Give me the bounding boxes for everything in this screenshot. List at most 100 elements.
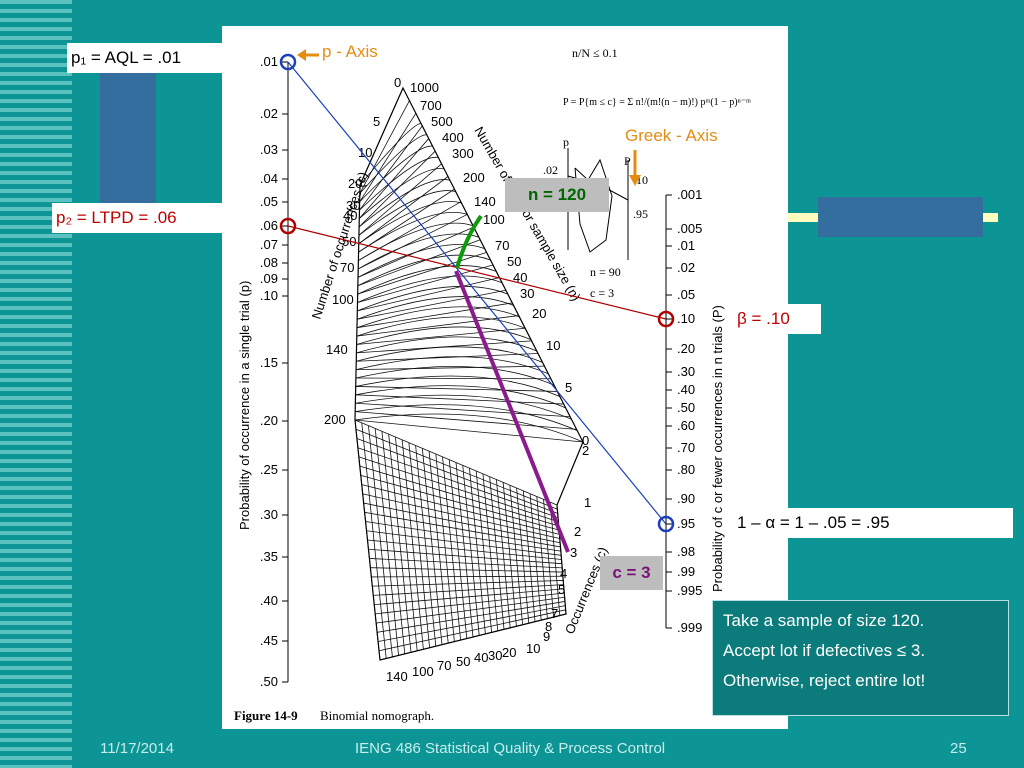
beta-label: β = .10	[733, 304, 821, 334]
alpha-label: 1 – α = 1 – .05 = .95	[733, 508, 1013, 538]
left-axis: .01 .02 .03 .04 .05 .06 .07 .08.09 .10 .15 .20 .25.…	[260, 54, 289, 689]
left-tick-label: .04	[260, 171, 278, 186]
curve-number-label: 700	[420, 98, 442, 113]
ltpd-label: p₂ = LTPD = .06	[52, 203, 228, 233]
svg-text:P: P	[624, 154, 631, 168]
left-tick-label: .45	[260, 633, 278, 648]
curve-number-label: 40	[513, 270, 527, 285]
left-tick-label: .08	[260, 255, 278, 270]
left-tick-label: .01	[260, 54, 278, 69]
curve-number-label: 4	[560, 566, 567, 581]
curve-number-label: 200	[324, 412, 346, 427]
right-tick-label: .30	[677, 364, 695, 379]
curve-number-label: 5	[373, 114, 380, 129]
right-tick-label: .20	[677, 341, 695, 356]
curve-number-label: 5	[558, 582, 565, 597]
n-120-curve	[455, 214, 483, 269]
left-tick-label: .09	[260, 271, 278, 286]
right-tick-label: .005	[677, 221, 702, 236]
right-tick-label: .02	[677, 260, 695, 275]
curve-number-label: 5	[565, 380, 572, 395]
right-axis-title: Probability of c or fewer occurrences in…	[710, 305, 725, 592]
curve-number-label: 140	[474, 194, 496, 209]
curve-number-label: 30	[346, 198, 360, 213]
footer-date: 11/17/2014	[100, 740, 174, 757]
conclusion-line-3: Otherwise, reject entire lot!	[723, 671, 926, 690]
right-tick-label: .98	[677, 544, 695, 559]
curve-number-label: 10	[546, 338, 560, 353]
c-3-line	[454, 270, 570, 553]
curve-number-label: 400	[442, 130, 464, 145]
left-tick-label: .02	[260, 106, 278, 121]
beta-point-marker	[657, 310, 675, 328]
left-tick-label: .10	[260, 288, 278, 303]
left-tick-label: .15	[260, 355, 278, 370]
right-tick-label: .10	[677, 311, 695, 326]
left-tick-label: .40	[260, 593, 278, 608]
right-tick-label: .001	[677, 187, 702, 202]
footer-page-number: 25	[950, 740, 967, 757]
decorative-stripes	[0, 0, 72, 768]
c-value-box: c = 3	[600, 556, 663, 590]
left-tick-label: .25	[260, 462, 278, 477]
left-tick-label: .07	[260, 237, 278, 252]
left-tick-label: .05	[260, 194, 278, 209]
svg-text:p: p	[563, 135, 569, 149]
p-axis-label: p - Axis	[322, 42, 378, 61]
nomograph-grid	[354, 86, 584, 661]
curve-number-label: 1	[584, 495, 591, 510]
curve-number-label: 140	[326, 342, 348, 357]
left-tick-label: .03	[260, 142, 278, 157]
curve-number-label: 300	[452, 146, 474, 161]
curve-number-label: 0	[582, 433, 589, 448]
curve-number-label: 10	[526, 641, 540, 656]
curve-number-label: 3	[570, 545, 577, 560]
curve-number-label: 140	[386, 669, 408, 684]
curve-number-label: 8	[545, 619, 552, 634]
curve-number-label: 2	[574, 524, 581, 539]
curve-number-label: 70	[340, 260, 354, 275]
alpha-point-marker	[657, 515, 675, 533]
figure-caption-text: Binomial nomograph.	[320, 708, 434, 723]
conclusion-box: Take a sample of size 120. Accept lot if…	[712, 600, 1009, 716]
footer-title: IENG 486 Statistical Quality & Process C…	[355, 740, 666, 757]
left-tick-label: .20	[260, 413, 278, 428]
right-tick-label: .999	[677, 620, 702, 635]
p-axis-arrow-icon	[297, 49, 319, 61]
aql-point-marker	[279, 53, 297, 71]
curve-labels: 1000700500400300200140100705040302010520…	[324, 75, 591, 684]
left-tick-label: .06	[260, 218, 278, 233]
right-tick-label: .90	[677, 491, 695, 506]
inset-diagram: p P .02 .10 .95 n = 90 c = 3	[543, 135, 648, 300]
svg-text:.95: .95	[633, 207, 648, 221]
left-tick-label: .35	[260, 549, 278, 564]
conclusion-line-1: Take a sample of size 120.	[723, 611, 925, 630]
ltpd-beta-line	[287, 225, 667, 320]
left-axis-title: Probability of occurrence in a single tr…	[237, 281, 252, 530]
right-tick-label: .40	[677, 382, 695, 397]
right-tick-label: .70	[677, 440, 695, 455]
curve-number-label: 30	[520, 286, 534, 301]
curve-number-label: 0	[394, 75, 401, 90]
curve-number-label: 200	[463, 170, 485, 185]
right-tick-label: .95	[677, 516, 695, 531]
curve-number-label: 30	[488, 648, 502, 663]
figure-caption-number: Figure 14-9	[234, 708, 298, 723]
right-tick-label: .995	[677, 583, 702, 598]
curve-number-label: 9	[543, 629, 550, 644]
right-tick-label: .80	[677, 462, 695, 477]
aql-alpha-line	[287, 61, 667, 525]
right-tick-label: .99	[677, 564, 695, 579]
svg-text:.02: .02	[543, 163, 558, 177]
nomograph-panel	[222, 26, 788, 729]
curve-number-label: 100	[483, 212, 505, 227]
conclusion-line-2: Accept lot if defectives ≤ 3.	[723, 641, 926, 660]
curve-number-label: 40	[343, 208, 357, 223]
decorative-vertical-bar	[100, 72, 156, 224]
curve-number-label: 20	[348, 176, 362, 191]
curve-number-label: 50	[507, 254, 521, 269]
curve-number-label: 70	[495, 238, 509, 253]
curve-number-label: 100	[332, 292, 354, 307]
curve-number-label: 100	[412, 664, 434, 679]
